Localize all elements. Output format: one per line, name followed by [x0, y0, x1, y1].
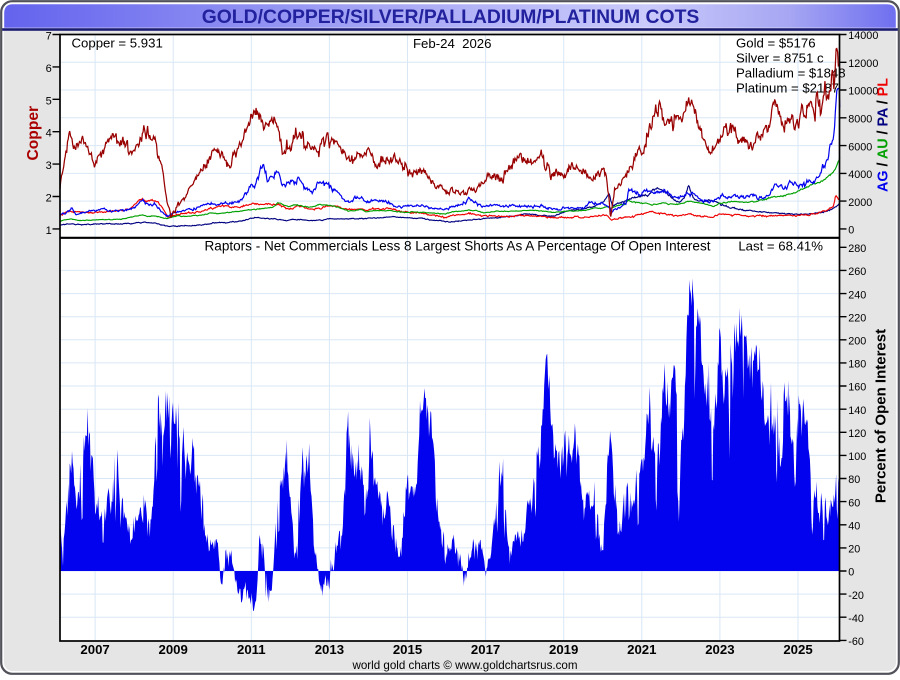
svg-text:14000: 14000	[848, 30, 878, 42]
svg-text:Gold = $5176: Gold = $5176	[736, 36, 816, 51]
svg-text:2015: 2015	[393, 642, 422, 657]
svg-text:2011: 2011	[237, 642, 266, 657]
svg-text:Copper = 5.931: Copper = 5.931	[72, 36, 163, 51]
svg-text:6000: 6000	[848, 141, 872, 153]
svg-text:Raptors - Net Commercials Less: Raptors - Net Commercials Less 8 Largest…	[205, 238, 711, 253]
svg-text:2025: 2025	[783, 642, 812, 657]
svg-text:40: 40	[848, 521, 860, 533]
svg-text:140: 140	[848, 405, 866, 417]
svg-text:2: 2	[46, 193, 52, 205]
svg-text:12000: 12000	[848, 58, 878, 70]
svg-text:5: 5	[46, 95, 52, 107]
svg-text:10000: 10000	[848, 86, 878, 98]
svg-text:Platinum = $2187: Platinum = $2187	[736, 81, 839, 96]
svg-text:160: 160	[848, 382, 866, 394]
svg-text:4000: 4000	[848, 169, 872, 181]
svg-text:260: 260	[848, 266, 866, 278]
svg-text:Feb-24 2026: Feb-24 2026	[413, 36, 491, 51]
svg-text:2017: 2017	[471, 642, 500, 657]
svg-text:200: 200	[848, 336, 866, 348]
svg-text:0: 0	[848, 225, 854, 237]
svg-text:100: 100	[848, 451, 866, 463]
svg-text:8000: 8000	[848, 114, 872, 126]
svg-text:0: 0	[848, 567, 854, 579]
svg-text:Palladium = $1848: Palladium = $1848	[736, 66, 846, 81]
svg-text:80: 80	[848, 474, 860, 486]
svg-text:world gold charts © www.goldch: world gold charts © www.goldchartsrus.co…	[351, 659, 577, 672]
svg-text:2009: 2009	[159, 642, 188, 657]
svg-text:1: 1	[46, 225, 52, 237]
svg-text:AG / AU / PA / PL: AG / AU / PA / PL	[876, 78, 892, 192]
svg-text:60: 60	[848, 497, 860, 509]
svg-text:2000: 2000	[848, 197, 872, 209]
svg-text:Last = 68.41%: Last = 68.41%	[738, 238, 823, 253]
svg-text:Percent of Open Interest: Percent of Open Interest	[873, 329, 890, 503]
svg-text:7: 7	[46, 31, 52, 43]
svg-text:-60: -60	[848, 636, 864, 648]
svg-text:-20: -20	[848, 590, 864, 602]
svg-text:4: 4	[46, 128, 52, 140]
svg-text:2019: 2019	[549, 642, 578, 657]
svg-text:GOLD/COPPER/SILVER/PALLADIUM/P: GOLD/COPPER/SILVER/PALLADIUM/PLATINUM CO…	[202, 6, 700, 28]
svg-text:20: 20	[848, 544, 860, 556]
svg-text:Copper: Copper	[25, 106, 42, 161]
svg-text:2021: 2021	[627, 642, 656, 657]
svg-text:220: 220	[848, 312, 866, 324]
svg-text:280: 280	[848, 243, 866, 255]
svg-text:Silver = 8751 c: Silver = 8751 c	[736, 51, 824, 66]
svg-text:120: 120	[848, 428, 866, 440]
svg-text:2023: 2023	[705, 642, 734, 657]
svg-text:2013: 2013	[315, 642, 344, 657]
svg-text:-40: -40	[848, 613, 864, 625]
svg-text:2007: 2007	[80, 642, 109, 657]
svg-text:240: 240	[848, 289, 866, 301]
svg-text:6: 6	[46, 63, 52, 75]
svg-text:180: 180	[848, 359, 866, 371]
svg-text:3: 3	[46, 160, 52, 172]
